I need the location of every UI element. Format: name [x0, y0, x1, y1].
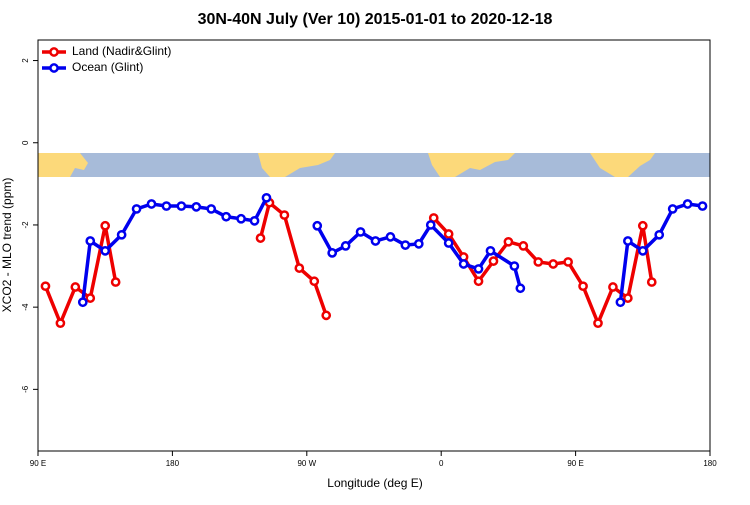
- x-tick-label: 90 E: [30, 459, 46, 468]
- series-point: [400, 240, 411, 250]
- x-tick-label: 0: [439, 459, 444, 468]
- series-point: [146, 199, 157, 209]
- series-point: [533, 257, 544, 267]
- series-point: [340, 241, 351, 251]
- series-point: [236, 213, 246, 224]
- series-point: [40, 281, 51, 292]
- y-tick-label: -2: [21, 221, 30, 229]
- series-point: [637, 245, 648, 256]
- series-point: [458, 259, 469, 269]
- series-line: [432, 216, 654, 328]
- x-tick-label: 90 W: [297, 459, 316, 468]
- series-point: [646, 277, 657, 287]
- series-point: [77, 297, 88, 308]
- y-tick-label: -4: [21, 303, 30, 311]
- series-line: [43, 225, 118, 328]
- series-point: [485, 245, 496, 256]
- x-tick-label: 180: [166, 459, 180, 468]
- series-point: [249, 215, 260, 226]
- series-point: [191, 202, 202, 212]
- series-point: [682, 199, 693, 209]
- series-point: [55, 318, 66, 329]
- series-point: [548, 259, 559, 269]
- series-point: [608, 282, 618, 292]
- series-point: [473, 264, 484, 274]
- series-point: [70, 282, 81, 292]
- y-tick-label: 0: [21, 140, 30, 145]
- series-point: [176, 201, 187, 211]
- series-point: [518, 241, 529, 251]
- series-point: [425, 220, 436, 230]
- series-point: [85, 293, 96, 303]
- series-point: [309, 276, 320, 287]
- series-point: [110, 277, 121, 287]
- series-point: [509, 261, 520, 271]
- series-point: [623, 293, 633, 303]
- y-tick-label: -6: [21, 385, 30, 393]
- series-line: [315, 222, 523, 289]
- series-point: [221, 211, 232, 222]
- series-point: [206, 204, 217, 214]
- series-point: [161, 201, 172, 211]
- series-point: [327, 248, 338, 258]
- series-point: [443, 229, 454, 239]
- series-point: [443, 238, 454, 248]
- series-point: [697, 201, 708, 211]
- series-point: [515, 283, 526, 294]
- series-line: [258, 199, 328, 316]
- map-strip: [38, 153, 710, 177]
- series-point: [100, 220, 111, 231]
- y-tick-label: 2: [21, 58, 30, 63]
- series-point: [116, 229, 127, 240]
- series-point: [623, 236, 633, 246]
- series-point: [385, 232, 396, 242]
- legend-marker: [49, 63, 59, 73]
- x-axis-label: Longitude (deg E): [327, 476, 422, 490]
- series-point: [488, 256, 499, 266]
- series-point: [667, 204, 678, 214]
- x-tick-label: 90 E: [567, 459, 583, 468]
- y-axis-label: XCO2 - MLO trend (ppm): [0, 178, 14, 313]
- legend-label: Land (Nadir&Glint): [72, 44, 171, 58]
- plot-frame: [37, 39, 711, 452]
- series-point: [654, 229, 665, 240]
- series-point: [637, 220, 648, 231]
- legend-marker: [49, 47, 59, 57]
- series-point: [279, 210, 290, 220]
- series-point: [100, 245, 111, 256]
- series-point: [615, 297, 626, 308]
- series-point: [593, 318, 603, 329]
- series-point: [563, 257, 573, 267]
- x-tick-label: 180: [703, 459, 717, 468]
- series-point: [321, 310, 332, 321]
- series-point: [370, 236, 381, 246]
- series-point: [578, 281, 588, 292]
- legend-label: Ocean (Glint): [72, 60, 143, 74]
- series-line: [618, 202, 703, 303]
- chart-title: 30N-40N July (Ver 10) 2015-01-01 to 2020…: [198, 11, 553, 28]
- series-point: [255, 233, 266, 243]
- series-point: [413, 239, 424, 249]
- series-point: [473, 276, 484, 287]
- series-point: [85, 236, 96, 246]
- series-point: [355, 227, 366, 237]
- series-point: [503, 236, 514, 247]
- series-point: [294, 263, 305, 273]
- series-point: [131, 204, 142, 214]
- series-point: [261, 192, 272, 203]
- series-point: [312, 220, 323, 231]
